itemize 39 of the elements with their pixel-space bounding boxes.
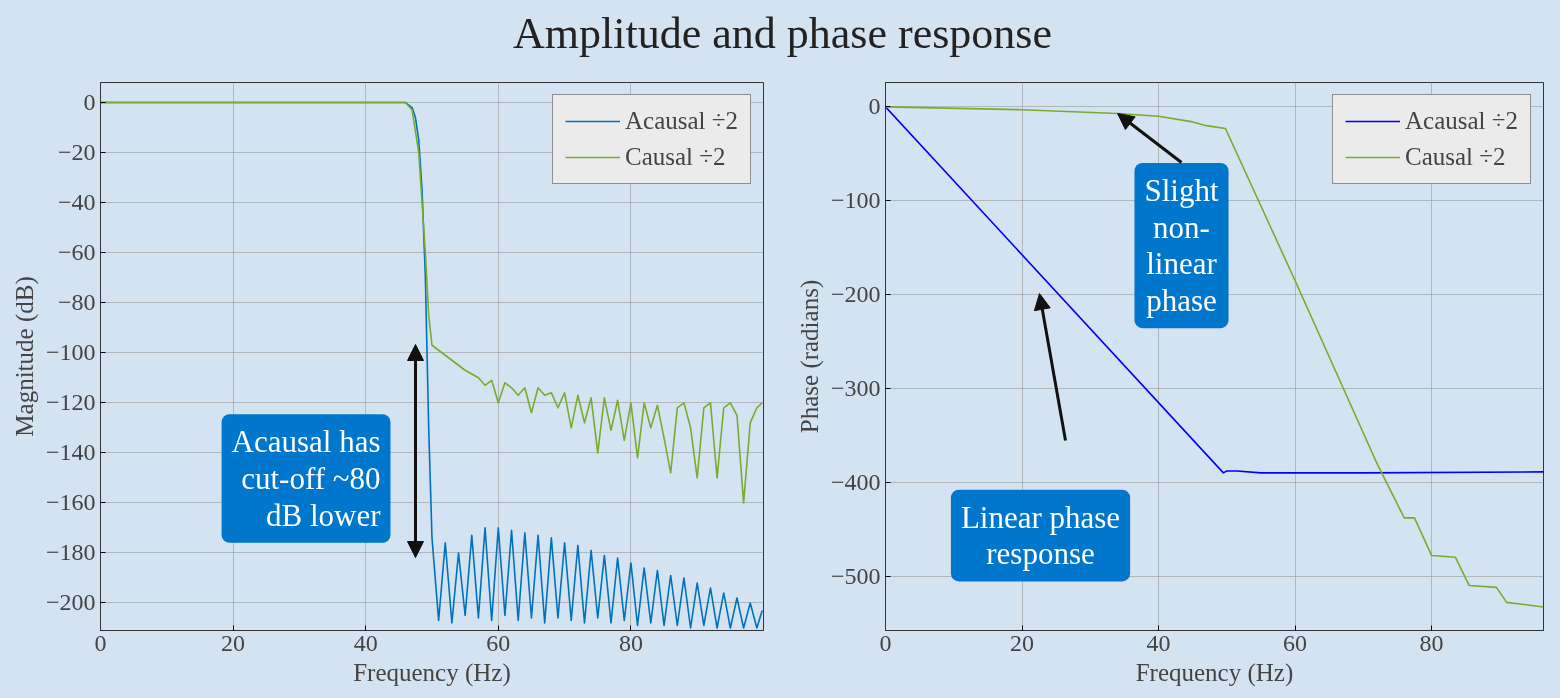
y-tick-label: 0: [83, 89, 96, 116]
x-tick-label: 80: [1419, 629, 1444, 656]
y-tick-label: −60: [57, 239, 96, 266]
y-tick-label: −40: [57, 189, 96, 216]
y-tick-label: −100: [45, 339, 96, 366]
x-tick-label: 60: [1283, 629, 1308, 656]
y-tick-label: −200: [45, 589, 96, 616]
y-tick-label: −140: [45, 439, 96, 466]
line-series: [885, 106, 1544, 608]
y-tick-label: −120: [45, 389, 96, 416]
x-tick-label: 20: [1010, 629, 1035, 656]
y-axis-title: Magnitude (dB): [10, 276, 39, 437]
x-tick-label: 60: [486, 629, 511, 656]
y-tick-label: −160: [45, 489, 96, 516]
annotation: Linear phase response: [960, 499, 1121, 572]
y-tick-label: −500: [830, 562, 881, 589]
annotation: Slight non- linear phase: [1144, 172, 1219, 319]
legend-label: Causal ÷2: [1405, 143, 1506, 171]
y-tick-label: 0: [868, 93, 881, 120]
x-tick-label: 20: [221, 629, 246, 656]
y-tick-label: −20: [57, 139, 96, 166]
legend-label: Acausal ÷2: [1405, 107, 1518, 135]
chart-title: Amplitude and phase response: [513, 8, 1052, 60]
x-tick-label: 40: [1146, 629, 1171, 656]
line-series: [885, 106, 1544, 474]
y-axis-title: Phase (radians): [795, 279, 824, 434]
y-tick-label: −300: [830, 374, 881, 401]
x-axis-title: Frequency (Hz): [353, 658, 511, 687]
x-tick-label: 40: [353, 629, 378, 656]
y-tick-label: −180: [45, 539, 96, 566]
x-tick-label: 80: [618, 629, 643, 656]
y-tick-label: −200: [830, 281, 881, 308]
y-tick-label: −400: [830, 468, 881, 495]
legend-label: Acausal ÷2: [625, 107, 738, 135]
x-axis-title: Frequency (Hz): [1135, 658, 1294, 687]
annotation: Acausal has cut-off ~80 dB lower: [231, 424, 382, 533]
legend-label: Causal ÷2: [625, 143, 726, 171]
y-tick-label: −80: [57, 289, 96, 316]
y-tick-label: −100: [830, 187, 881, 214]
